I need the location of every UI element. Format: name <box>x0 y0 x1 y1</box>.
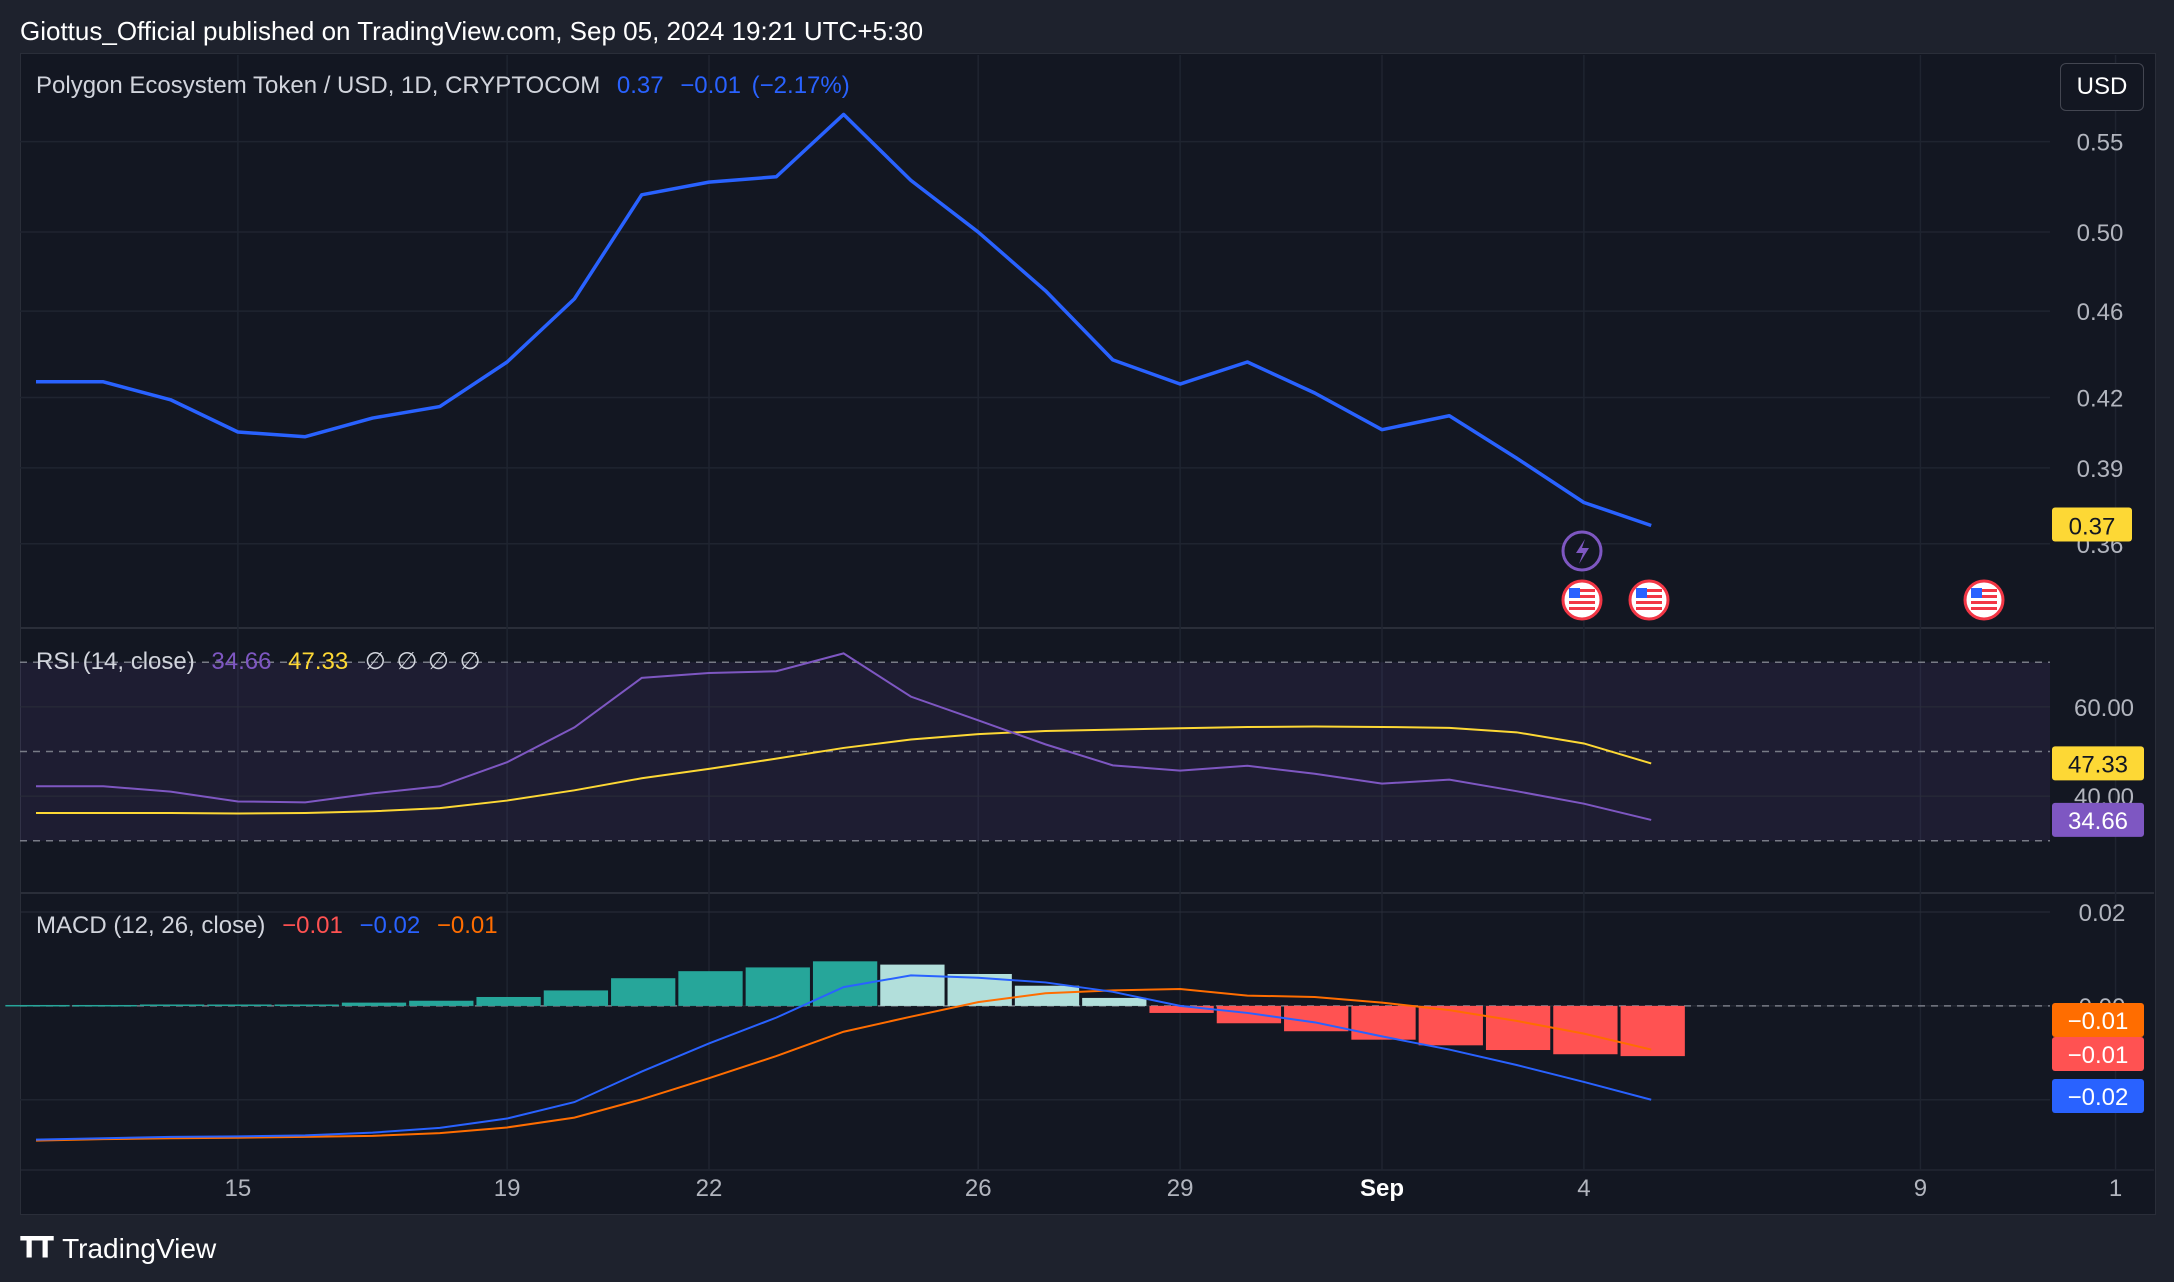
last-price-label: 0.37 <box>2069 513 2116 540</box>
macd-histogram-bar[interactable] <box>1216 1005 1282 1024</box>
macd-value-label: −0.02 <box>2068 1084 2129 1111</box>
us-flag-stripe <box>1636 601 1662 604</box>
tradingview-logo-icon: 𝐓𝐓 <box>20 1232 54 1263</box>
us-flag-stripe <box>1971 601 1997 604</box>
rsi-line[interactable] <box>36 652 1652 821</box>
us-flag-stripe <box>1569 589 1595 592</box>
macd-line[interactable] <box>35 974 1652 1141</box>
macd-signal-line[interactable] <box>35 988 1652 1142</box>
us-flag-stripe <box>1569 607 1595 610</box>
macd-axis-tick-label: 0.02 <box>2079 900 2126 927</box>
macd-value-badge <box>2052 1003 2144 1037</box>
macd-histogram-bar[interactable] <box>880 964 945 1006</box>
price-axis-tick-label: 0.46 <box>2077 299 2124 326</box>
lightning-icon-glyph <box>1576 539 1589 564</box>
us-flag-stripe <box>1569 595 1595 598</box>
us-flag-stripe <box>1636 595 1662 598</box>
rsi-ma-value-label: 47.33 <box>2068 751 2128 778</box>
rsi-value-label: 34.66 <box>2068 808 2128 835</box>
time-axis-tick-label: 22 <box>696 1175 723 1202</box>
time-axis-tick-label: 15 <box>225 1175 252 1202</box>
macd-histogram-bar[interactable] <box>1082 997 1147 1006</box>
macd-signal-legend-value: −0.01 <box>436 912 498 939</box>
price-legend-title: Polygon Ecosystem Token / USD, 1D, CRYPT… <box>36 72 601 99</box>
price-legend: Polygon Ecosystem Token / USD, 1D, CRYPT… <box>36 72 860 100</box>
tradingview-logo[interactable]: 𝐓𝐓 TradingView <box>20 1232 216 1265</box>
macd-histogram-bar[interactable] <box>1149 1005 1214 1013</box>
rsi-legend-title: RSI (14, close) <box>36 648 195 675</box>
rsi-legend-empty-2: ∅ <box>396 648 418 675</box>
rsi-ma-line[interactable] <box>36 725 1652 815</box>
macd-histogram-bar[interactable] <box>274 1004 339 1006</box>
rsi-legend-value: 34.66 <box>211 648 272 675</box>
macd-legend: MACD (12, 26, close) −0.01 −0.02 −0.01 <box>36 912 508 940</box>
us-flag-icon[interactable] <box>1963 579 2005 621</box>
publish-info: Giottus_Official published on TradingVie… <box>20 16 924 46</box>
us-flag-canton <box>1971 588 1982 598</box>
macd-line-legend-value: −0.02 <box>359 912 421 939</box>
rsi-value-badge <box>2052 802 2144 837</box>
time-axis-tick-label: Sep <box>1360 1175 1404 1202</box>
macd-histogram-bar[interactable] <box>139 1004 205 1006</box>
time-axis-tick-label: 9 <box>1914 1175 1927 1202</box>
price-line[interactable] <box>36 112 1652 528</box>
currency-button[interactable]: USD <box>2060 63 2144 111</box>
time-axis-tick-label: 19 <box>494 1175 521 1202</box>
macd-value-label: −0.01 <box>2068 1042 2129 1069</box>
rsi-legend: RSI (14, close) 34.66 47.33 ∅ ∅ ∅ ∅ <box>36 647 491 676</box>
macd-histogram-bar[interactable] <box>611 978 676 1006</box>
us-flag-stripe <box>1971 595 1997 598</box>
macd-histogram-bar[interactable] <box>1485 1005 1551 1051</box>
macd-histogram-bar[interactable] <box>1418 1005 1483 1046</box>
us-flag-icon[interactable] <box>1561 579 1603 621</box>
tradingview-brand: TradingView <box>62 1232 217 1264</box>
price-legend-last: 0.37 <box>616 72 664 99</box>
macd-hist-legend-value: −0.01 <box>282 912 343 939</box>
rsi-axis-tick-label: 60.00 <box>2074 695 2134 722</box>
us-flag-stripe <box>1636 589 1662 592</box>
us-flag-icon[interactable] <box>1628 579 1670 621</box>
us-flag-stripe <box>1971 589 1997 592</box>
macd-histogram-bar[interactable] <box>476 996 541 1006</box>
rsi-ma-legend-value: 47.33 <box>288 648 349 675</box>
macd-legend-title: MACD (12, 26, close) <box>36 912 266 939</box>
macd-histogram-bar[interactable] <box>5 1004 70 1007</box>
rsi-legend-empty-3: ∅ <box>428 648 449 675</box>
macd-value-badge <box>2052 1037 2144 1071</box>
macd-histogram-bar[interactable] <box>678 971 743 1006</box>
macd-value-badge <box>2052 1079 2144 1113</box>
time-axis-tick-label: 29 <box>1167 1175 1194 1202</box>
rsi-legend-empty-4: ∅ <box>459 648 481 675</box>
macd-value-label: −0.01 <box>2068 1008 2129 1035</box>
macd-histogram-bar[interactable] <box>409 1000 474 1006</box>
us-flag-stripe <box>1971 607 1997 610</box>
price-axis-tick-label: 0.55 <box>2077 130 2124 157</box>
macd-histogram-bar[interactable] <box>1351 1005 1416 1040</box>
chart-frame[interactable] <box>20 53 2156 1215</box>
rsi-legend-empty-1: ∅ <box>364 648 386 675</box>
macd-histogram-bar[interactable] <box>207 1004 272 1006</box>
time-axis-tick-label: 4 <box>1577 1175 1590 1202</box>
last-price-badge <box>2052 507 2132 542</box>
macd-histogram-bar[interactable] <box>72 1004 137 1007</box>
price-legend-change-pct: (−2.17%) <box>751 72 850 99</box>
price-axis-tick-label: 0.39 <box>2077 456 2124 483</box>
time-axis-tick-label: 1 <box>2109 1175 2122 1202</box>
us-flag-stripe <box>1569 601 1595 604</box>
macd-histogram-bar[interactable] <box>1014 985 1080 1006</box>
price-axis-tick-label: 0.50 <box>2077 220 2124 247</box>
macd-histogram-bar[interactable] <box>341 1002 407 1006</box>
us-flag-canton <box>1569 588 1580 598</box>
rsi-ma-value-badge <box>2052 746 2144 781</box>
macd-histogram-bar[interactable] <box>745 967 810 1006</box>
price-legend-change: −0.01 <box>680 72 741 99</box>
us-flag-canton <box>1636 588 1647 598</box>
price-axis-tick-label: 0.42 <box>2077 385 2124 412</box>
time-axis-tick-label: 26 <box>965 1175 992 1202</box>
macd-histogram-bar[interactable] <box>543 990 609 1006</box>
us-flag-stripe <box>1636 607 1662 610</box>
macd-histogram-bar[interactable] <box>1620 1005 1685 1057</box>
